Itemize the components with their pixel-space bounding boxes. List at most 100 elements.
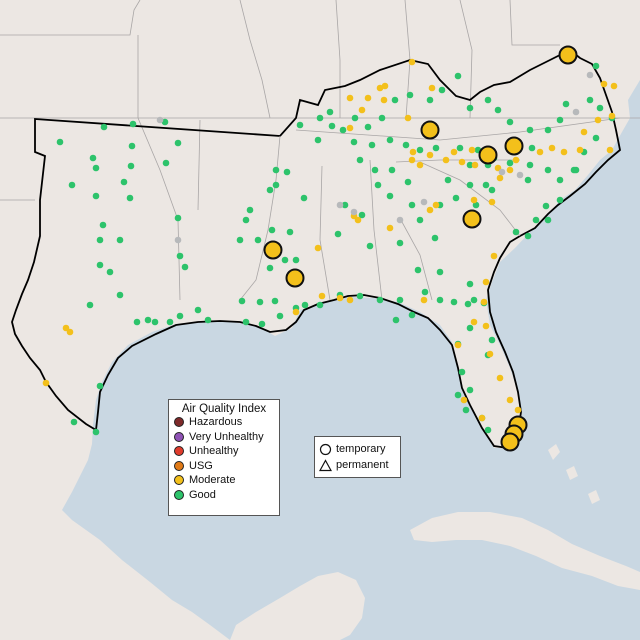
- moderate-monitor[interactable]: [454, 341, 462, 349]
- good-monitor[interactable]: [281, 256, 289, 264]
- good-monitor[interactable]: [408, 201, 416, 209]
- good-monitor[interactable]: [194, 306, 202, 314]
- good-monitor[interactable]: [524, 232, 532, 240]
- good-monitor[interactable]: [438, 86, 446, 94]
- good-monitor[interactable]: [421, 288, 429, 296]
- good-monitor[interactable]: [402, 141, 410, 149]
- good-monitor[interactable]: [56, 138, 64, 146]
- good-monitor[interactable]: [544, 166, 552, 174]
- moderate-monitor[interactable]: [346, 94, 354, 102]
- good-monitor[interactable]: [292, 256, 300, 264]
- good-monitor[interactable]: [570, 166, 578, 174]
- moderate-monitor[interactable]: [480, 298, 488, 306]
- moderate-monitor[interactable]: [42, 379, 50, 387]
- temporary-monitor-large[interactable]: [504, 136, 524, 156]
- good-monitor[interactable]: [166, 318, 174, 326]
- good-monitor[interactable]: [454, 72, 462, 80]
- good-monitor[interactable]: [456, 144, 464, 152]
- good-monitor[interactable]: [542, 202, 550, 210]
- good-monitor[interactable]: [356, 156, 364, 164]
- good-monitor[interactable]: [414, 266, 422, 274]
- moderate-monitor[interactable]: [346, 296, 354, 304]
- good-monitor[interactable]: [556, 176, 564, 184]
- legend-item-temporary[interactable]: temporary: [315, 441, 400, 457]
- good-monitor[interactable]: [356, 292, 364, 300]
- moderate-monitor[interactable]: [432, 201, 440, 209]
- good-monitor[interactable]: [268, 226, 276, 234]
- good-monitor[interactable]: [176, 252, 184, 260]
- good-monitor[interactable]: [341, 201, 349, 209]
- legend-item-unhealthy[interactable]: Unhealthy: [169, 444, 279, 459]
- good-monitor[interactable]: [396, 239, 404, 247]
- good-monitor[interactable]: [358, 211, 366, 219]
- moderate-monitor[interactable]: [404, 114, 412, 122]
- good-monitor[interactable]: [96, 236, 104, 244]
- moderate-monitor[interactable]: [318, 292, 326, 300]
- moderate-monitor[interactable]: [346, 124, 354, 132]
- temporary-monitor-large[interactable]: [558, 45, 578, 65]
- good-monitor[interactable]: [436, 268, 444, 276]
- legend-item-good[interactable]: Good: [169, 488, 279, 503]
- good-monitor[interactable]: [526, 126, 534, 134]
- good-monitor[interactable]: [466, 104, 474, 112]
- temporary-monitor-large[interactable]: [462, 209, 482, 229]
- good-monitor[interactable]: [339, 126, 347, 134]
- moderate-monitor[interactable]: [506, 166, 514, 174]
- good-monitor[interactable]: [126, 194, 134, 202]
- moderate-monitor[interactable]: [380, 96, 388, 104]
- good-monitor[interactable]: [128, 142, 136, 150]
- moderate-monitor[interactable]: [548, 144, 556, 152]
- good-monitor[interactable]: [106, 268, 114, 276]
- good-monitor[interactable]: [388, 166, 396, 174]
- good-monitor[interactable]: [464, 300, 472, 308]
- moderate-monitor[interactable]: [490, 252, 498, 260]
- moderate-monitor[interactable]: [600, 80, 608, 88]
- good-monitor[interactable]: [592, 62, 600, 70]
- good-monitor[interactable]: [444, 176, 452, 184]
- good-monitor[interactable]: [466, 161, 474, 169]
- good-monitor[interactable]: [366, 242, 374, 250]
- good-monitor[interactable]: [258, 320, 266, 328]
- good-monitor[interactable]: [378, 114, 386, 122]
- good-monitor[interactable]: [586, 96, 594, 104]
- moderate-monitor[interactable]: [358, 106, 366, 114]
- good-monitor[interactable]: [458, 368, 466, 376]
- good-monitor[interactable]: [92, 428, 100, 436]
- legend-item-usg[interactable]: USG: [169, 459, 279, 474]
- good-monitor[interactable]: [350, 138, 358, 146]
- inactive-monitor[interactable]: [498, 168, 506, 176]
- inactive-monitor[interactable]: [350, 208, 358, 216]
- inactive-monitor[interactable]: [156, 116, 164, 124]
- good-monitor[interactable]: [391, 96, 399, 104]
- good-monitor[interactable]: [236, 236, 244, 244]
- good-monitor[interactable]: [368, 141, 376, 149]
- good-monitor[interactable]: [92, 192, 100, 200]
- good-monitor[interactable]: [512, 228, 520, 236]
- good-monitor[interactable]: [404, 178, 412, 186]
- good-monitor[interactable]: [488, 186, 496, 194]
- moderate-monitor[interactable]: [512, 156, 520, 164]
- good-monitor[interactable]: [242, 216, 250, 224]
- good-monitor[interactable]: [246, 206, 254, 214]
- moderate-monitor[interactable]: [376, 84, 384, 92]
- moderate-monitor[interactable]: [488, 198, 496, 206]
- moderate-monitor[interactable]: [482, 278, 490, 286]
- good-monitor[interactable]: [364, 123, 372, 131]
- moderate-monitor[interactable]: [66, 328, 74, 336]
- inactive-monitor[interactable]: [572, 108, 580, 116]
- moderate-monitor[interactable]: [408, 156, 416, 164]
- legend-item-hazardous[interactable]: Hazardous: [169, 415, 279, 430]
- moderate-monitor[interactable]: [426, 206, 434, 214]
- good-monitor[interactable]: [452, 194, 460, 202]
- good-monitor[interactable]: [129, 120, 137, 128]
- good-monitor[interactable]: [484, 426, 492, 434]
- good-monitor[interactable]: [454, 391, 462, 399]
- inactive-monitor[interactable]: [396, 216, 404, 224]
- moderate-monitor[interactable]: [386, 224, 394, 232]
- good-monitor[interactable]: [426, 96, 434, 104]
- good-monitor[interactable]: [528, 144, 536, 152]
- good-monitor[interactable]: [386, 136, 394, 144]
- good-monitor[interactable]: [544, 126, 552, 134]
- good-monitor[interactable]: [532, 216, 540, 224]
